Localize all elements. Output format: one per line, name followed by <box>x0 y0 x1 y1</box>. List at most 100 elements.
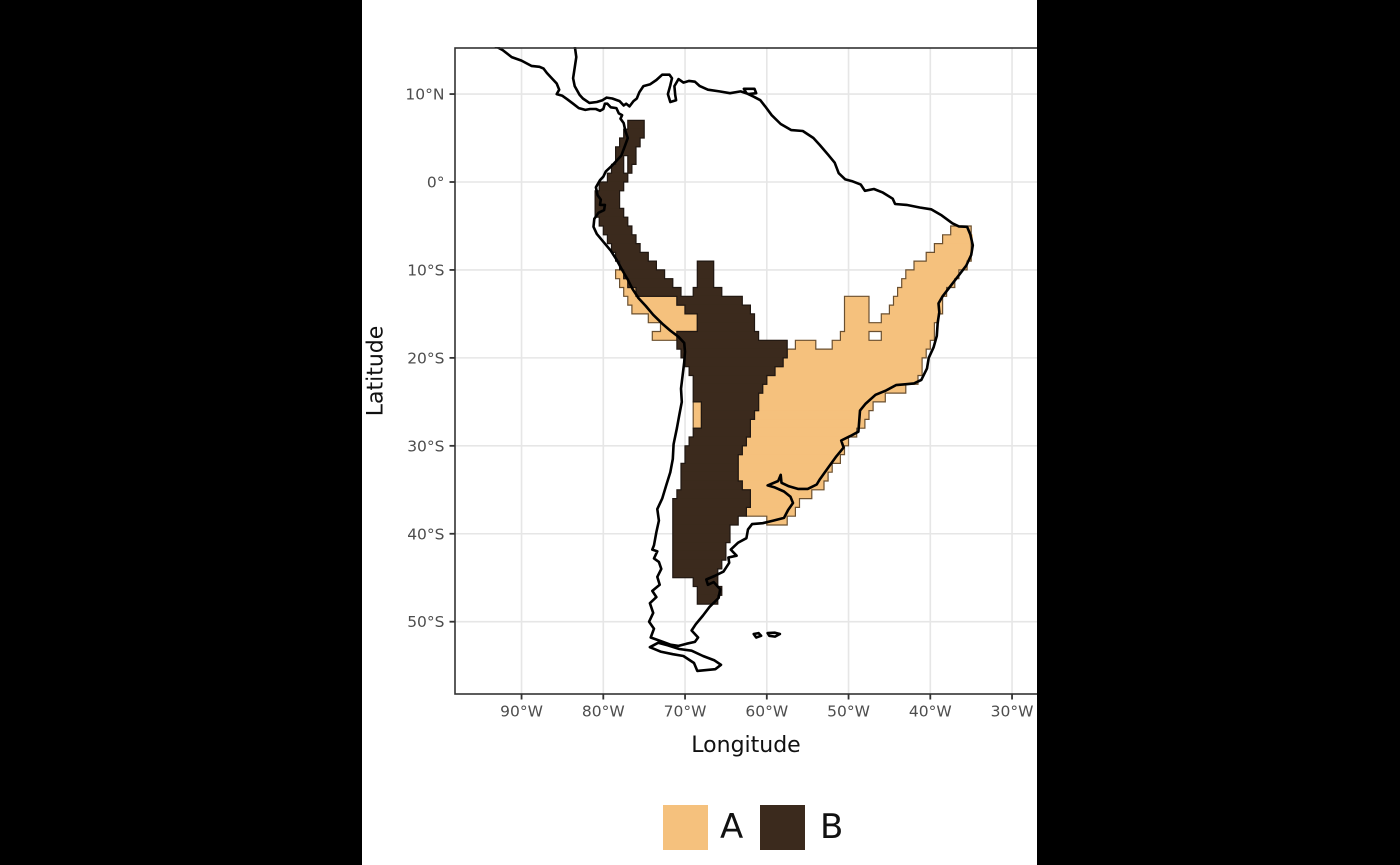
legend-swatch-b <box>760 805 805 850</box>
region-a-cellrun <box>660 322 698 332</box>
region-a-cellrun <box>750 498 800 508</box>
region-a-cellrun <box>750 427 857 438</box>
region-a-cellrun <box>750 489 812 499</box>
region-b-cellrun <box>672 533 731 543</box>
region-b-cellrun <box>627 120 645 130</box>
axis-ticks: 90°W 80°W 70°W 60°W 50°W 40°W 30°W 10°N 0° 10°S 20… <box>405 86 1033 721</box>
region-b-cellrun <box>680 348 788 359</box>
region-b-fill <box>595 120 788 605</box>
region-b-cellrun <box>595 190 620 200</box>
x-tick-label-80°W: 80°W <box>582 703 625 721</box>
region-b-cellrun <box>689 436 747 447</box>
region-a-cellrun <box>881 331 935 341</box>
region-a-cellrun <box>619 278 628 288</box>
region-b-cellrun <box>672 542 726 552</box>
region-a-cellrun <box>738 471 829 482</box>
region-b-cellrun <box>627 155 636 165</box>
region-b-cellrun <box>615 155 624 165</box>
region-b-cellrun <box>685 445 743 455</box>
coastline-mainland <box>494 47 975 648</box>
region-a-cellrun <box>901 278 955 288</box>
region-a-cellrun <box>750 419 865 429</box>
region-a-cellrun <box>627 295 677 306</box>
region-b-cellrun <box>595 208 624 218</box>
region-b-cellrun <box>676 331 759 341</box>
region-a-cellrun <box>913 260 968 271</box>
panel-content <box>454 47 1037 695</box>
region-b-cellrun <box>672 550 726 561</box>
coastline-falkland-west <box>752 631 763 639</box>
region-a-cellrun <box>631 304 686 315</box>
region-b-cellrun <box>619 137 641 148</box>
region-b-cellrun <box>623 128 645 139</box>
region-a-cellrun <box>742 480 825 491</box>
region-b-cellrun <box>595 199 620 209</box>
region-b-cellrun <box>680 471 739 482</box>
region-b-cellrun <box>672 524 731 535</box>
region-a-cellrun <box>738 454 841 464</box>
region-a-cellrun <box>844 313 869 324</box>
x-tick-label-30°W: 30°W <box>991 703 1034 721</box>
region-b-cellrun <box>697 278 714 288</box>
region-a-cellrun <box>693 419 702 429</box>
letterbox-left <box>0 0 362 865</box>
region-a-cellrun <box>840 331 869 341</box>
region-a-cellrun <box>787 348 927 359</box>
y-tick-label-40°S: 40°S <box>407 525 444 543</box>
y-tick-label-20°S: 20°S <box>407 349 444 367</box>
region-a-cellrun <box>889 304 943 315</box>
region-b-cellrun <box>623 269 665 280</box>
x-axis-title: Longitude <box>691 733 801 758</box>
region-b-cellrun <box>680 463 739 473</box>
region-a-cellrun <box>897 287 947 297</box>
region-b-cellrun <box>693 577 718 587</box>
y-tick-label-10°S: 10°S <box>407 261 444 279</box>
region-b-cellrun <box>685 304 751 315</box>
panel-border <box>454 47 1037 695</box>
region-b-cellrun <box>685 357 784 368</box>
region-b-cellrun <box>689 366 775 376</box>
y-axis-title: Latitude <box>363 325 389 417</box>
y-tick-label-10°N: 10°N <box>405 86 444 104</box>
region-b-cellrun <box>693 383 763 394</box>
region-a-cellrun <box>652 331 677 341</box>
region-a-cellrun <box>742 445 845 455</box>
region-b-cellrun <box>697 322 755 332</box>
region-a-cellrun <box>942 234 973 244</box>
region-a-cellrun <box>648 313 698 324</box>
y-tick-label-50°S: 50°S <box>407 613 444 631</box>
region-a-cellrun <box>746 436 849 447</box>
legend-swatch-a <box>663 805 708 850</box>
region-b-cellrun <box>676 295 743 306</box>
region-b-cellrun <box>615 146 636 156</box>
region-b-cellrun <box>676 339 788 350</box>
region-a-cellrun <box>783 357 923 368</box>
region-b-outline <box>594 119 788 605</box>
region-a-cellrun <box>774 366 923 376</box>
region-b-cellrun <box>603 225 632 236</box>
region-b-cellrun <box>599 181 624 192</box>
region-b-cellrun <box>680 480 743 491</box>
region-b-cellrun <box>701 410 755 420</box>
legend-label-b: B <box>820 807 844 847</box>
region-b-cellrun <box>607 172 628 183</box>
region-a-cellrun <box>623 287 636 297</box>
region-a-cellrun <box>758 392 886 403</box>
region-b-cellrun <box>697 269 714 280</box>
coastline-falkland-east <box>766 631 782 638</box>
region-a-cellrun <box>754 410 869 420</box>
region-b-cellrun <box>701 401 759 411</box>
x-tick-label-90°W: 90°W <box>500 703 543 721</box>
region-a-cellrun <box>766 375 919 385</box>
region-a-cellrun <box>844 322 935 332</box>
region-a-cellrun <box>615 269 624 280</box>
y-tick-label-30°S: 30°S <box>407 437 444 455</box>
region-b-cellrun <box>697 586 722 596</box>
region-b-cellrun <box>685 454 739 464</box>
region-a-cellrun <box>926 252 972 262</box>
letterbox-right <box>1037 0 1400 865</box>
region-b-cellrun <box>672 507 747 517</box>
region-b-cellrun <box>697 594 718 605</box>
x-tick-label-60°W: 60°W <box>745 703 788 721</box>
